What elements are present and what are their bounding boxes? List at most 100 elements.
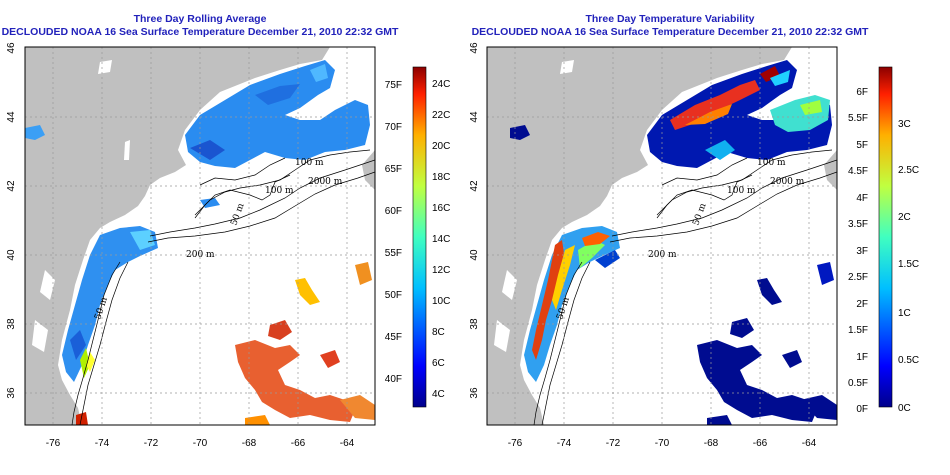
- lat-lon-grid: [487, 47, 837, 425]
- colorbar-label: 4C: [432, 389, 445, 400]
- colorbar-label: 2F: [856, 299, 868, 310]
- lat-lon-grid: [25, 47, 375, 425]
- x-tick-label: -76: [508, 438, 523, 449]
- y-tick-label: 38: [470, 318, 480, 330]
- colorbar-label: 6F: [856, 87, 868, 98]
- panel-subtitle: DECLOUDED NOAA 16 Sea Surface Temperatur…: [1, 26, 399, 38]
- sst-variability-map: 100 m 2000 m 100 m 50 m 200 m 50 m -76 -…: [470, 42, 919, 449]
- sst-gulf-of-maine: [185, 60, 370, 168]
- x-tick-label: -68: [242, 438, 257, 449]
- colorbar-label: 3C: [898, 119, 911, 130]
- y-tick-label: 46: [6, 42, 17, 54]
- colorbar-label: 75F: [385, 80, 402, 91]
- panel-temperature-variability: Three Day Temperature Variability DECLOU…: [470, 0, 940, 475]
- contour-label: 200 m: [186, 250, 215, 260]
- x-tick-label: -74: [557, 438, 572, 449]
- colorbar-label: 4.5F: [848, 166, 868, 177]
- sst-gulf-stream: [235, 340, 355, 422]
- x-tick-label: -70: [655, 438, 670, 449]
- panel-title: Three Day Temperature Variability: [585, 13, 755, 25]
- x-tick-label: -66: [753, 438, 768, 449]
- x-tick-label: -64: [340, 438, 355, 449]
- colorbar-label: 5F: [856, 140, 868, 151]
- variability-gulf-of-maine: [647, 60, 832, 168]
- colorbar-label: 22C: [432, 110, 450, 121]
- colorbar: [412, 66, 427, 408]
- colorbar-fahrenheit-labels: 75F 70F 65F 60F 55F 50F 45F 40F: [385, 80, 402, 385]
- colorbar-label: 14C: [432, 234, 450, 245]
- colorbar-label: 4F: [856, 193, 868, 204]
- colorbar-celsius-labels: 3C 2.5C 2C 1.5C 1C 0.5C 0C: [898, 119, 919, 414]
- colorbar-label: 2.5C: [898, 165, 919, 176]
- colorbar-label: 10C: [432, 296, 450, 307]
- variability-offshore: [697, 340, 817, 422]
- panel-title: Three Day Rolling Average: [133, 13, 267, 25]
- bathymetry-contours: [71, 149, 375, 425]
- colorbar-label: 0F: [856, 404, 868, 415]
- contour-label: 2000 m: [770, 177, 805, 187]
- colorbar-label: 18C: [432, 172, 450, 183]
- x-tick-label: -72: [144, 438, 159, 449]
- variability-mid-atlantic-shelf: [524, 226, 620, 382]
- colorbar-label: 5.5F: [848, 113, 868, 124]
- colorbar-label: 1C: [898, 308, 911, 319]
- colorbar-label: 55F: [385, 248, 402, 259]
- land-mass: [25, 47, 330, 425]
- x-tick-label: -66: [291, 438, 306, 449]
- colorbar-label: 1F: [856, 352, 868, 363]
- x-tick-label: -64: [802, 438, 817, 449]
- colorbar-label: 1.5C: [898, 259, 919, 270]
- x-tick-label: -68: [704, 438, 719, 449]
- map-frame: [486, 46, 838, 426]
- colorbar-label: 50F: [385, 290, 402, 301]
- colorbar: [878, 66, 893, 408]
- x-tick-label: -70: [193, 438, 208, 449]
- x-axis: -76 -74 -72 -70 -68 -66 -64: [508, 438, 817, 449]
- y-tick-label: 40: [6, 249, 17, 261]
- map-frame: [24, 46, 376, 426]
- colorbar-label: 60F: [385, 206, 402, 217]
- panel-rolling-average: Three Day Rolling Average DECLOUDED NOAA…: [0, 0, 470, 475]
- colorbar-label: 45F: [385, 332, 402, 343]
- y-tick-label: 36: [6, 387, 17, 399]
- sst-average-map: 100 m 2000 m 100 m 50 m 200 m 50 m -76 -…: [6, 42, 450, 449]
- colorbar-celsius-labels: 24C 22C 20C 18C 16C 14C 12C 10C 8C 6C 4C: [432, 79, 450, 400]
- colorbar-label: 1.5F: [848, 325, 868, 336]
- colorbar-label: 6C: [432, 358, 445, 369]
- colorbar-fahrenheit-labels: 6F 5.5F 5F 4.5F 4F 3.5F 3F 2.5F 2F 1.5F …: [848, 87, 868, 415]
- x-axis: -76 -74 -72 -70 -68 -66 -64: [46, 438, 355, 449]
- colorbar-label: 16C: [432, 203, 450, 214]
- y-tick-label: 40: [470, 249, 480, 261]
- colorbar-label: 12C: [432, 265, 450, 276]
- sst-mid-atlantic-shelf: [62, 226, 158, 382]
- colorbar-label: 3F: [856, 246, 868, 257]
- land-mass: [487, 47, 792, 425]
- y-tick-label: 44: [6, 111, 17, 123]
- colorbar-label: 0C: [898, 403, 911, 414]
- colorbar-label: 2.5F: [848, 272, 868, 283]
- colorbar-label: 40F: [385, 374, 402, 385]
- y-axis: 46 44 42 40 38 36: [470, 42, 480, 399]
- colorbar-label: 0.5F: [848, 378, 868, 389]
- colorbar-label: 0.5C: [898, 355, 919, 366]
- contour-label: 100 m: [295, 158, 324, 168]
- contour-label: 2000 m: [308, 177, 343, 187]
- x-tick-label: -72: [606, 438, 621, 449]
- y-tick-label: 36: [470, 387, 480, 399]
- y-tick-label: 44: [470, 111, 480, 123]
- y-tick-label: 46: [470, 42, 480, 54]
- y-tick-label: 42: [470, 180, 480, 192]
- colorbar-label: 2C: [898, 212, 911, 223]
- contour-label: 100 m: [265, 186, 294, 196]
- colorbar-label: 20C: [432, 141, 450, 152]
- contour-label: 200 m: [648, 250, 677, 260]
- contour-label: 100 m: [727, 186, 756, 196]
- x-tick-label: -76: [46, 438, 61, 449]
- colorbar-label: 70F: [385, 122, 402, 133]
- colorbar-label: 65F: [385, 164, 402, 175]
- y-axis: 46 44 42 40 38 36: [6, 42, 17, 399]
- bathymetry-contours: [533, 149, 837, 425]
- y-tick-label: 42: [6, 180, 17, 192]
- colorbar-label: 8C: [432, 327, 445, 338]
- colorbar-label: 3.5F: [848, 219, 868, 230]
